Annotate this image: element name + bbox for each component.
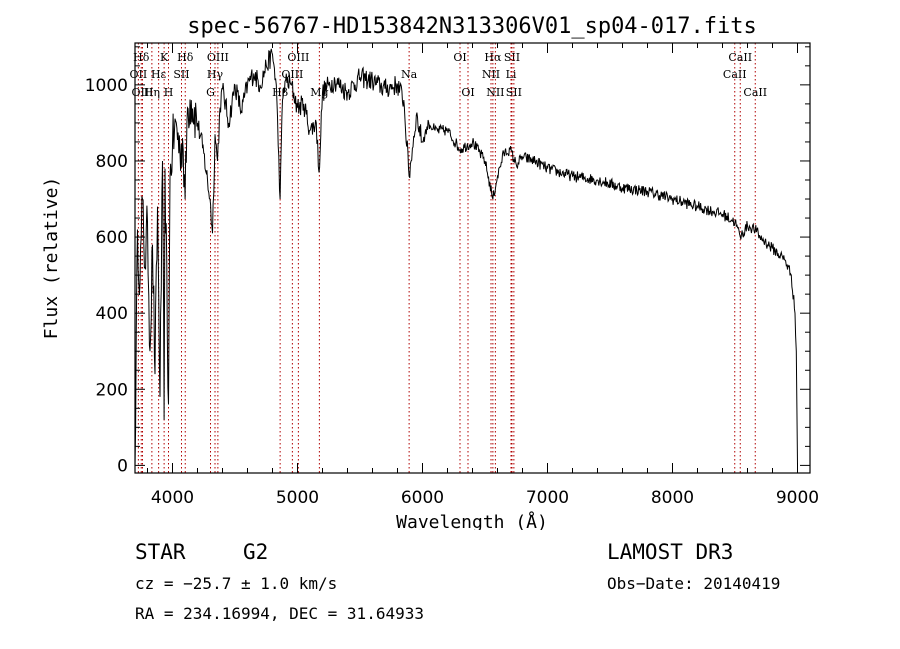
spectrum-chart: spec-56767-HD153842N313306V01_sp04-017.f… (41, 14, 819, 530)
line-label-3: K (160, 51, 169, 64)
line-label-17: OI (453, 51, 466, 64)
x-tick-label-2: 6000 (401, 488, 444, 508)
spectrum-line (134, 48, 798, 466)
line-label-10: Hγ (207, 68, 224, 81)
line-label-24: SII (506, 86, 522, 99)
y-tick-label-0: 0 (117, 456, 128, 476)
coordinates-text: RA = 234.16994, DEC = 31.64933 (135, 604, 424, 623)
line-label-8: Hδ (177, 51, 194, 64)
line-label-2: OIII (131, 86, 153, 99)
line-label-13: OIII (281, 68, 303, 81)
line-label-14: Hβ (272, 86, 288, 99)
line-label-6: H (164, 86, 174, 99)
object-type: STAR (135, 540, 186, 564)
line-label-19: Hα (484, 51, 502, 64)
y-tick-label-3: 600 (96, 228, 128, 248)
line-label-1: OII (130, 68, 148, 81)
y-tick-label-4: 800 (96, 152, 128, 172)
line-label-26: CaII (723, 68, 747, 81)
line-label-0: Hδ (133, 51, 150, 64)
line-label-16: Na (401, 68, 418, 81)
axis-ticks: 4000 5000 6000 7000 8000 9000 0 200 400 600 800 100… (85, 43, 819, 508)
line-label-7: SII (173, 68, 189, 81)
line-label-4: Hε (151, 68, 167, 81)
observation-date: Obs−Date: 20140419 (607, 574, 781, 593)
plot-frame (134, 42, 811, 474)
x-axis-label: Wavelength (Å) (396, 511, 548, 530)
chart-title: spec-56767-HD153842N313306V01_sp04-017.f… (187, 14, 757, 39)
x-tick-label-1: 5000 (276, 488, 319, 508)
survey-name: LAMOST DR3 (607, 540, 734, 564)
spectral-subclass: G2 (243, 540, 269, 564)
line-label-11: G (206, 86, 215, 99)
y-tick-label-1: 200 (96, 380, 128, 400)
line-label-21: NII (486, 86, 504, 99)
line-label-5: Hη (144, 86, 160, 99)
line-label-12: OIII (287, 51, 309, 64)
line-label-22: SII (504, 51, 520, 64)
line-label-27: CaII (743, 86, 767, 99)
y-tick-label-5: 1000 (85, 76, 128, 96)
line-label-20: NII (482, 68, 500, 81)
x-tick-label-5: 9000 (776, 488, 819, 508)
velocity-text: cz = −25.7 ± 1.0 km/s (135, 574, 338, 593)
line-label-9: OIII (207, 51, 229, 64)
x-tick-label-4: 8000 (651, 488, 694, 508)
line-label-25: CaII (728, 51, 752, 64)
spectrum-series (134, 48, 798, 466)
y-axis-label: Flux (relative) (41, 177, 62, 340)
line-label-18: OI (461, 86, 474, 99)
line-label-23: Li (506, 68, 517, 81)
x-tick-label-0: 4000 (151, 488, 194, 508)
x-tick-label-3: 7000 (526, 488, 569, 508)
y-tick-label-2: 400 (96, 304, 128, 324)
